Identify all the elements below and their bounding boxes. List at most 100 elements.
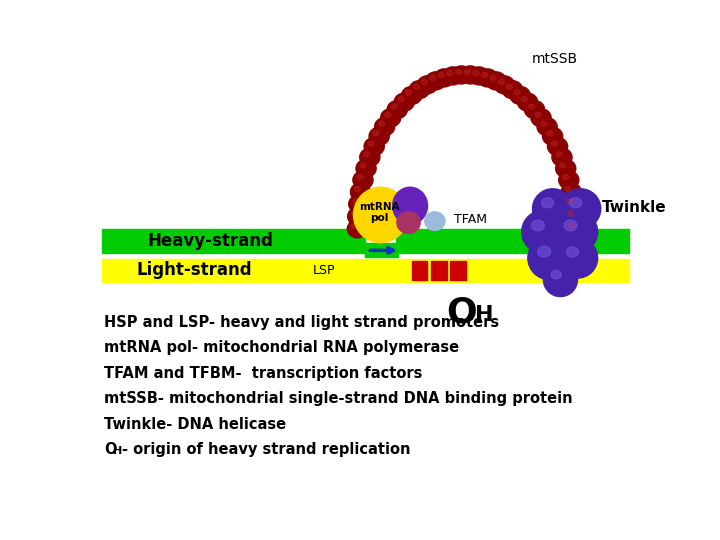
Ellipse shape [456,70,462,75]
Ellipse shape [351,183,371,201]
Ellipse shape [381,109,401,127]
Ellipse shape [556,152,562,157]
Text: HSP and LSP- heavy and light strand promoters: HSP and LSP- heavy and light strand prom… [104,315,499,330]
Ellipse shape [498,79,504,84]
Ellipse shape [469,67,489,85]
Ellipse shape [373,131,379,136]
Ellipse shape [559,171,579,189]
Ellipse shape [514,90,520,95]
Ellipse shape [364,138,384,156]
Ellipse shape [570,198,582,208]
Ellipse shape [561,183,581,201]
Ellipse shape [568,224,575,228]
Ellipse shape [357,174,363,179]
Text: mtRNA
pol: mtRNA pol [359,202,400,224]
Ellipse shape [351,224,357,228]
Ellipse shape [547,138,567,156]
Ellipse shape [430,76,436,80]
Ellipse shape [477,69,498,87]
Ellipse shape [559,163,566,168]
Ellipse shape [353,171,373,189]
Ellipse shape [528,237,571,280]
Ellipse shape [425,212,445,231]
Ellipse shape [567,247,578,257]
Ellipse shape [473,70,479,76]
Ellipse shape [544,262,577,296]
Ellipse shape [348,195,369,213]
Bar [102,259,629,282]
Ellipse shape [443,67,463,85]
Bar [365,244,397,257]
Text: H: H [475,305,494,325]
Ellipse shape [567,199,573,204]
Ellipse shape [413,84,419,89]
Text: mtSSB- mitochondrial single-strand DNA binding protein: mtSSB- mitochondrial single-strand DNA b… [104,392,572,406]
Ellipse shape [521,97,528,102]
Ellipse shape [397,212,420,233]
Ellipse shape [490,76,496,80]
Ellipse shape [434,69,454,87]
Ellipse shape [565,186,571,192]
Ellipse shape [418,76,438,94]
Ellipse shape [535,112,541,117]
Ellipse shape [354,186,361,192]
Ellipse shape [557,238,598,278]
Ellipse shape [560,189,600,229]
Bar [396,229,629,253]
Ellipse shape [347,220,367,238]
Bar [431,261,446,280]
Ellipse shape [398,97,404,102]
Ellipse shape [374,118,395,136]
Ellipse shape [564,207,584,225]
Text: - origin of heavy strand replication: - origin of heavy strand replication [122,442,410,457]
Ellipse shape [394,93,414,111]
Text: H: H [113,446,122,456]
Ellipse shape [348,207,368,225]
Ellipse shape [568,211,574,216]
Ellipse shape [533,189,573,229]
Text: mtRNA pol- mitochondrial RNA polymerase: mtRNA pol- mitochondrial RNA polymerase [104,340,459,355]
Ellipse shape [387,100,408,118]
Ellipse shape [402,86,422,104]
Text: Light-strand: Light-strand [137,261,253,279]
Ellipse shape [506,84,513,89]
Ellipse shape [426,72,446,90]
Ellipse shape [564,220,585,238]
Bar [451,261,466,280]
Text: O: O [446,296,477,330]
Ellipse shape [503,80,523,99]
Ellipse shape [564,220,577,231]
Ellipse shape [510,86,530,104]
Ellipse shape [531,220,544,231]
Ellipse shape [460,66,480,84]
Ellipse shape [446,70,453,76]
Ellipse shape [522,210,565,253]
Ellipse shape [360,148,380,166]
Ellipse shape [364,152,370,157]
Ellipse shape [351,211,358,216]
Ellipse shape [379,121,384,126]
Ellipse shape [354,187,408,242]
Ellipse shape [438,72,444,77]
Ellipse shape [353,199,359,204]
Ellipse shape [451,66,472,84]
Ellipse shape [552,141,557,146]
Ellipse shape [384,112,391,117]
Bar [102,229,365,253]
Text: TFAM: TFAM [454,213,487,226]
Ellipse shape [356,159,376,178]
Ellipse shape [531,109,551,127]
Ellipse shape [537,118,557,136]
Ellipse shape [546,131,553,136]
Ellipse shape [486,72,506,90]
Ellipse shape [524,100,544,118]
Ellipse shape [554,210,598,253]
Text: Heavy-strand: Heavy-strand [147,232,273,250]
Ellipse shape [369,127,390,145]
Ellipse shape [551,271,562,279]
Text: LSP: LSP [312,264,336,277]
Text: Twinkle- DNA helicase: Twinkle- DNA helicase [104,417,286,431]
Text: Twinkle: Twinkle [601,200,666,215]
Ellipse shape [409,80,429,99]
Ellipse shape [563,195,583,213]
